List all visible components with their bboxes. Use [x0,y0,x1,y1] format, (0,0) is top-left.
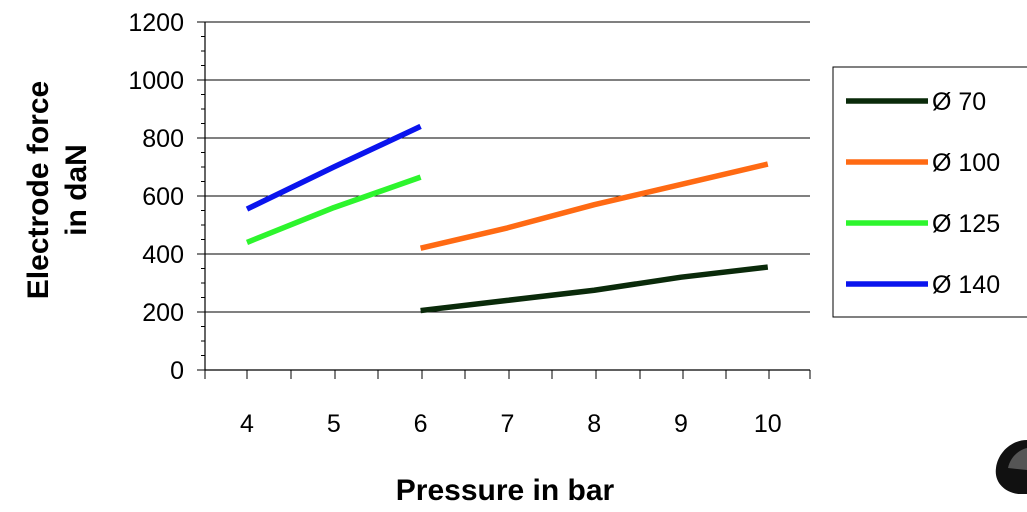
x-tick-label: 7 [500,410,514,438]
y-axis-title-line1: Electrode force [22,81,55,299]
x-tick-label: 4 [240,410,254,438]
corner-decoration [995,440,1027,494]
legend-label: Ø 70 [932,88,986,116]
x-axis-title: Pressure in bar [396,474,615,507]
axes [197,21,811,379]
legend-label: Ø 125 [932,210,1000,238]
x-tick-label: 6 [414,410,428,438]
gridlines [205,21,810,313]
series-line [420,264,769,314]
y-tick-label: 800 [142,125,184,153]
legend-label: Ø 100 [932,149,1000,177]
legend-box [832,66,1027,318]
series-line [419,161,769,251]
x-tick-labels: 4 5 6 7 8 9 10 [240,410,782,438]
y-tick-labels: 0 200 400 600 800 1000 1200 [128,9,184,385]
series-lines [245,123,769,314]
x-tick-label: 8 [587,410,601,438]
y-tick-label: 400 [142,241,184,269]
y-tick-label: 0 [170,357,184,385]
y-tick-label: 200 [142,299,184,327]
series-line [245,174,422,245]
y-tick-label: 1200 [128,9,184,37]
y-tick-label: 1000 [128,67,184,95]
y-tick-label: 600 [142,183,184,211]
y-axis-title-line2: in daN [60,144,93,236]
legend: Ø 70 Ø 100 Ø 125 Ø 140 [832,66,1027,318]
series-line [245,123,422,212]
x-tick-label: 5 [327,410,341,438]
legend-label: Ø 140 [932,271,1000,299]
x-tick-label: 10 [754,410,782,438]
x-tick-label: 9 [674,410,688,438]
